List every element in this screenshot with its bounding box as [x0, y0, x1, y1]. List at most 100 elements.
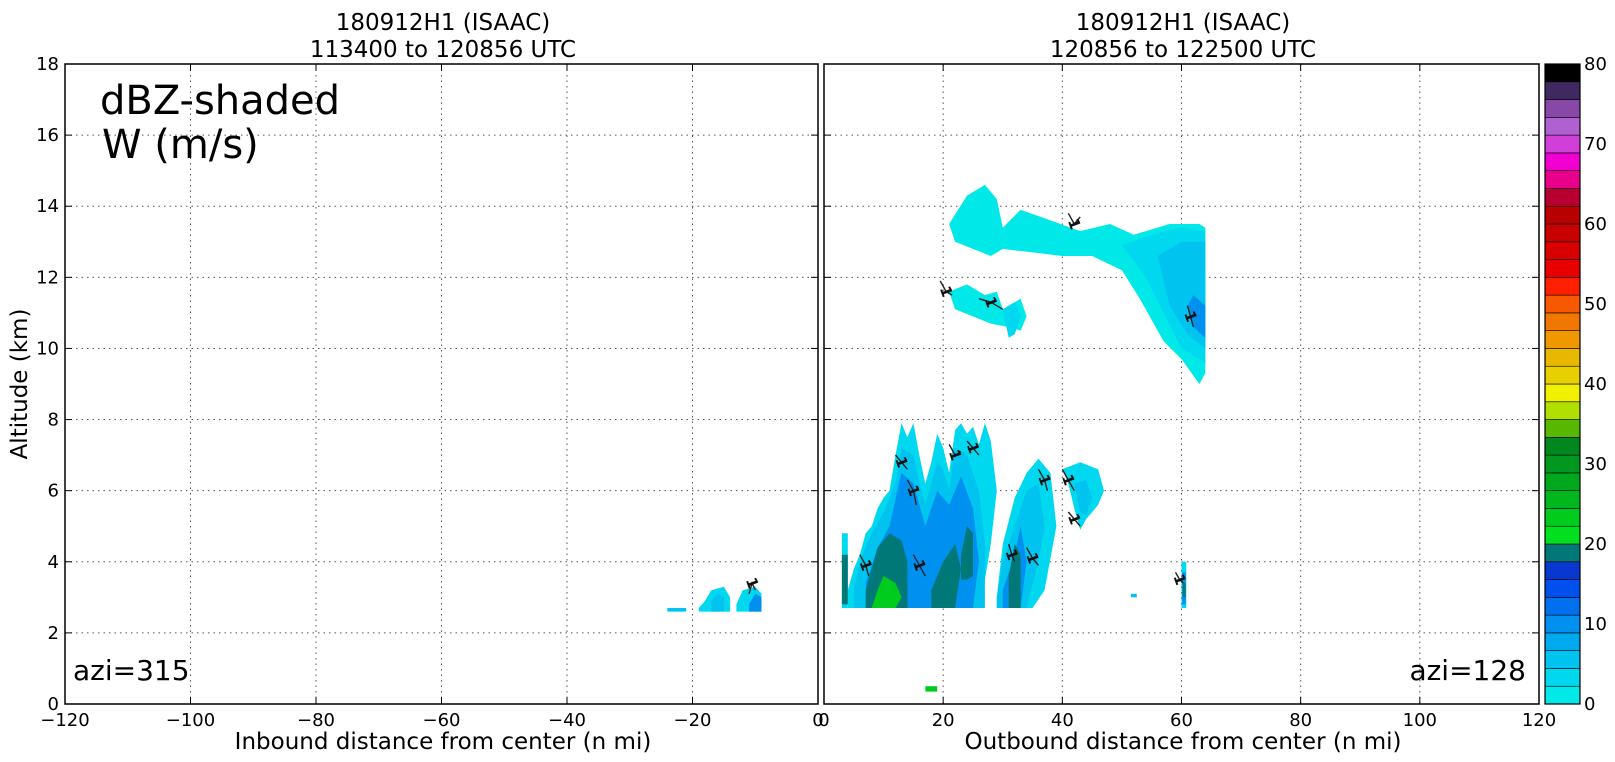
right-reflectivity-region: [949, 184, 1206, 384]
colorbar-swatch: [1544, 472, 1581, 491]
left-y-tick-label: 6: [48, 481, 59, 502]
colorbar: 0 10 20 30 40 50 60 70 80: [1544, 54, 1607, 715]
right-x-tick-label: 60: [1170, 710, 1193, 731]
right-w-contour: [1008, 543, 1016, 563]
right-reflectivity-region: [961, 526, 973, 580]
left-x-ticks: −120 −100 −80 −60 −40 −20 0: [40, 64, 824, 731]
colorbar-swatch: [1544, 63, 1581, 83]
right-x-tick-label: 80: [1289, 710, 1312, 731]
left-y-tick-label: 8: [48, 410, 59, 431]
left-y-tick-label: 14: [36, 196, 59, 217]
colorbar-swatch: [1544, 632, 1581, 651]
right-w-contour: [1067, 212, 1081, 226]
right-w-contour: [912, 554, 926, 577]
colorbar-swatch: [1544, 383, 1581, 403]
left-panel: 180912H1 (ISAAC) 113400 to 120856 UTC 1 …: [7, 10, 824, 755]
colorbar-swatch: [1544, 490, 1581, 509]
colorbar-swatch: [1544, 312, 1581, 331]
right-x-ticks: 0 20 40 60 80 100 120: [818, 64, 1556, 731]
colorbar-swatch: [1544, 348, 1581, 367]
colorbar-swatch: [1544, 365, 1581, 385]
colorbar-swatch: [1544, 614, 1581, 634]
colorbar-swatch: [1544, 579, 1581, 598]
right-reflectivity-shading: [841, 184, 1206, 692]
colorbar-swatch: [1544, 259, 1581, 278]
right-reflectivity-region: [871, 576, 902, 608]
left-w-contour: [748, 581, 756, 594]
right-w-contour-label: 1: [1169, 572, 1189, 588]
right-w-contour: [1067, 511, 1081, 527]
left-y-tick-label: 16: [36, 125, 59, 146]
right-w-contour: [906, 479, 918, 506]
right-x-tick-label: 120: [1522, 710, 1556, 731]
left-x-tick-label: −60: [423, 710, 461, 731]
colorbar-frame: [1544, 63, 1581, 705]
right-reflectivity-region: [1008, 544, 1021, 608]
right-x-tick-label: 40: [1051, 710, 1074, 731]
y-axis-label: Altitude (km): [7, 309, 33, 460]
right-w-contour: [1037, 468, 1049, 491]
right-reflectivity-region: [925, 686, 938, 692]
colorbar-swatch: [1544, 188, 1581, 207]
right-x-tick-label: 0: [818, 710, 829, 731]
left-x-tick-label: 0: [812, 710, 823, 731]
annotation-dbz-shaded: dBZ-shaded: [100, 78, 340, 124]
colorbar-swatch: [1544, 170, 1581, 189]
colorbar-tick-label: 20: [1584, 534, 1607, 555]
left-y-tick-label: 18: [36, 54, 59, 75]
colorbar-swatch: [1544, 205, 1581, 225]
colorbar-tick-label: 60: [1584, 214, 1607, 235]
colorbar-swatch: [1544, 437, 1581, 456]
annotation-w-ms: W (m/s): [102, 122, 259, 168]
colorbar-swatch: [1544, 81, 1581, 100]
left-x-tick-label: −120: [40, 710, 89, 731]
right-x-axis-label: Outbound distance from center (n mi): [965, 729, 1402, 755]
left-title-line1: 180912H1 (ISAAC): [336, 10, 551, 36]
left-reflectivity-region: [749, 593, 762, 612]
right-y-ticks: [824, 63, 1539, 705]
left-y-ticks: 0 2 4 6 8 10 12 14 16 18: [36, 54, 818, 715]
left-y-tick-label: 12: [36, 267, 59, 288]
colorbar-swatch: [1544, 99, 1581, 118]
colorbar-swatch: [1544, 134, 1581, 154]
right-reflectivity-region: [1182, 583, 1186, 598]
right-w-contour: [859, 554, 870, 577]
colorbar-swatch: [1544, 561, 1581, 580]
left-grid: [65, 64, 818, 704]
colorbar-tick-label: 30: [1584, 454, 1607, 475]
colorbar-swatch: [1544, 454, 1581, 474]
colorbar-swatch: [1544, 685, 1581, 705]
right-reflectivity-region: [1074, 480, 1093, 516]
left-y-tick-label: 0: [48, 694, 59, 715]
right-w-contour: [1025, 547, 1040, 566]
right-reflectivity-region: [841, 554, 848, 605]
right-reflectivity-region: [1130, 593, 1137, 598]
right-w-contour: [1061, 468, 1075, 492]
colorbar-swatch: [1544, 543, 1581, 563]
colorbar-swatch: [1544, 668, 1581, 687]
colorbar-swatch: [1544, 277, 1581, 296]
right-w-contour: [939, 280, 953, 296]
colorbar-tick-label: 0: [1584, 694, 1595, 715]
left-x-tick-label: −80: [297, 710, 335, 731]
colorbar-swatch: [1544, 650, 1581, 669]
left-reflectivity-region: [711, 593, 724, 612]
colorbar-tick-label: 50: [1584, 294, 1607, 315]
right-w-contour: [1186, 305, 1195, 328]
right-x-tick-label: 100: [1403, 710, 1437, 731]
right-w-contour: [894, 454, 908, 470]
right-title-line1: 180912H1 (ISAAC): [1076, 10, 1291, 36]
left-x-tick-label: −100: [166, 710, 215, 731]
colorbar-swatch: [1544, 294, 1581, 314]
colorbar-swatch: [1544, 597, 1581, 616]
left-x-axis-label: Inbound distance from center (n mi): [235, 729, 652, 755]
right-title-line2: 120856 to 122500 UTC: [1050, 37, 1316, 63]
colorbar-swatch: [1544, 152, 1581, 171]
colorbar-swatch: [1544, 401, 1581, 420]
right-reflectivity-region: [1187, 295, 1206, 338]
right-panel: 180912H1 (ISAAC) 120856 to 122500 UTC 1 1…: [818, 10, 1556, 755]
right-reflectivity-region: [1002, 302, 1021, 338]
colorbar-swatch: [1544, 419, 1581, 438]
left-y-tick-label: 2: [48, 623, 59, 644]
colorbar-tick-label: 70: [1584, 134, 1607, 155]
